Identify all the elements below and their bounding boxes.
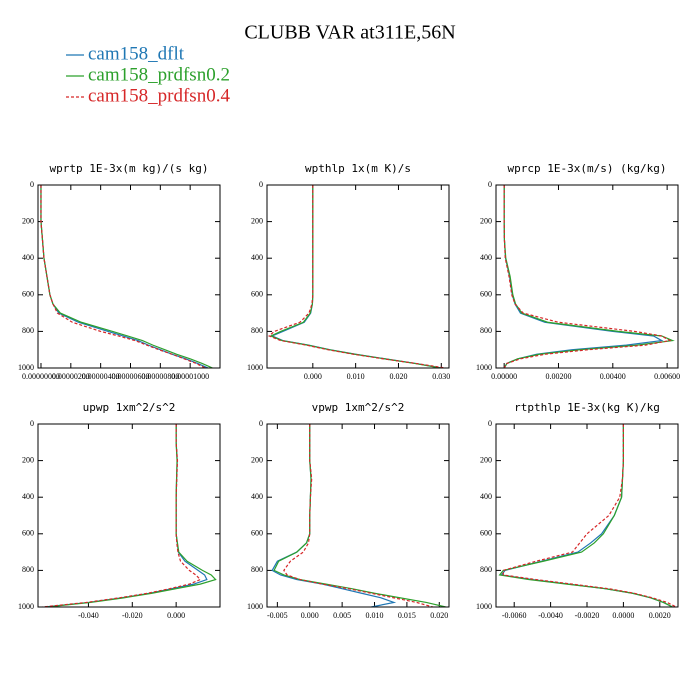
- y-tick-label: 1000: [476, 602, 492, 611]
- y-tick-label: 600: [22, 529, 34, 538]
- y-tick-label: 1000: [476, 363, 492, 372]
- series-line: [42, 424, 202, 607]
- y-tick-label: 200: [480, 455, 492, 464]
- y-tick-label: 200: [480, 216, 492, 225]
- series-line: [273, 424, 446, 607]
- x-tick-label: 0.00000800: [141, 372, 179, 381]
- x-tick-label: 0.00200: [545, 372, 571, 381]
- y-tick-label: 200: [251, 455, 263, 464]
- panel-title: vpwp 1xm^2/s^2: [312, 401, 405, 414]
- series-line: [44, 424, 208, 607]
- x-tick-label: 0.0020: [649, 611, 671, 620]
- series-line: [270, 185, 442, 368]
- y-tick-label: 800: [480, 565, 492, 574]
- x-tick-label: 0.000: [301, 611, 319, 620]
- x-tick-label: 0.00000000: [22, 372, 60, 381]
- y-tick-label: 800: [22, 565, 34, 574]
- x-tick-label: 0.00000: [491, 372, 517, 381]
- legend-label: cam158_prdfsn0.4: [88, 85, 230, 106]
- y-tick-label: 400: [22, 492, 34, 501]
- panel-title: wprtp 1E-3x(m kg)/(s kg): [50, 162, 209, 175]
- panel-title: rtpthlp 1E-3x(kg K)/kg: [514, 401, 660, 414]
- x-tick-label: 0.00001000: [171, 372, 209, 381]
- x-tick-label: 0.000: [167, 611, 185, 620]
- x-tick-label: 0.0000: [612, 611, 634, 620]
- y-tick-label: 600: [480, 290, 492, 299]
- y-tick-label: 0: [488, 180, 492, 189]
- x-tick-label: -0.005: [267, 611, 288, 620]
- x-tick-label: -0.040: [78, 611, 99, 620]
- y-tick-label: 600: [22, 290, 34, 299]
- plot-frame: [37, 184, 221, 369]
- x-tick-label: 0.000: [304, 372, 322, 381]
- x-tick-label: 0.020: [430, 611, 448, 620]
- series-line: [269, 185, 441, 368]
- y-tick-label: 1000: [247, 602, 263, 611]
- figure-title: CLUBB VAR at311E,56N: [244, 22, 455, 44]
- x-tick-label: 0.010: [347, 372, 365, 381]
- y-tick-label: 400: [251, 253, 263, 262]
- plot-frame: [266, 184, 450, 369]
- series-line: [268, 185, 446, 368]
- y-tick-label: 0: [30, 419, 34, 428]
- series-line: [40, 185, 206, 368]
- x-tick-label: -0.0040: [538, 611, 563, 620]
- y-tick-label: 600: [480, 529, 492, 538]
- x-tick-label: -0.020: [122, 611, 143, 620]
- series-line: [502, 424, 677, 607]
- y-tick-label: 0: [488, 419, 492, 428]
- series-line: [498, 424, 673, 607]
- x-tick-label: -0.0020: [575, 611, 600, 620]
- y-tick-label: 800: [251, 326, 263, 335]
- y-tick-label: 200: [22, 216, 34, 225]
- y-tick-label: 1000: [18, 602, 34, 611]
- x-tick-label: -0.0060: [502, 611, 527, 620]
- plot-frame: [495, 423, 679, 608]
- panel-title: wprcp 1E-3x(m/s) (kg/kg): [508, 162, 667, 175]
- panel-title: upwp 1xm^2/s^2: [83, 401, 176, 414]
- series-line: [283, 424, 433, 607]
- x-tick-label: 0.00600: [654, 372, 680, 381]
- y-tick-label: 600: [251, 529, 263, 538]
- x-tick-label: 0.00000200: [52, 372, 90, 381]
- series-line: [271, 424, 397, 607]
- y-tick-label: 400: [22, 253, 34, 262]
- y-tick-label: 400: [251, 492, 263, 501]
- y-tick-label: 800: [480, 326, 492, 335]
- series-line: [503, 185, 675, 368]
- y-tick-label: 400: [480, 253, 492, 262]
- y-tick-label: 0: [259, 419, 263, 428]
- legend-label: cam158_prdfsn0.2: [88, 64, 230, 85]
- plot-frame: [37, 423, 221, 608]
- y-tick-label: 800: [251, 565, 263, 574]
- x-tick-label: 0.015: [398, 611, 416, 620]
- plot-frame: [266, 423, 450, 608]
- series-line: [40, 185, 213, 368]
- y-tick-label: 0: [259, 180, 263, 189]
- plot-frame: [495, 184, 679, 369]
- y-tick-label: 800: [22, 326, 34, 335]
- x-tick-label: 0.010: [366, 611, 384, 620]
- legend-label: cam158_dflt: [88, 43, 185, 64]
- y-tick-label: 200: [22, 455, 34, 464]
- y-tick-label: 400: [480, 492, 492, 501]
- x-tick-label: 0.005: [333, 611, 351, 620]
- y-tick-label: 1000: [18, 363, 34, 372]
- x-tick-label: 0.00400: [600, 372, 626, 381]
- y-tick-label: 200: [251, 216, 263, 225]
- series-line: [46, 424, 217, 607]
- series-line: [40, 185, 209, 368]
- panel-title: wpthlp 1x(m K)/s: [305, 162, 411, 175]
- y-tick-label: 1000: [247, 363, 263, 372]
- x-tick-label: 0.020: [389, 372, 407, 381]
- x-tick-label: 0.00000400: [82, 372, 120, 381]
- series-line: [503, 185, 672, 368]
- x-tick-label: 0.030: [432, 372, 450, 381]
- x-tick-label: 0.00000600: [111, 372, 149, 381]
- y-tick-label: 0: [30, 180, 34, 189]
- y-tick-label: 600: [251, 290, 263, 299]
- series-line: [503, 185, 664, 368]
